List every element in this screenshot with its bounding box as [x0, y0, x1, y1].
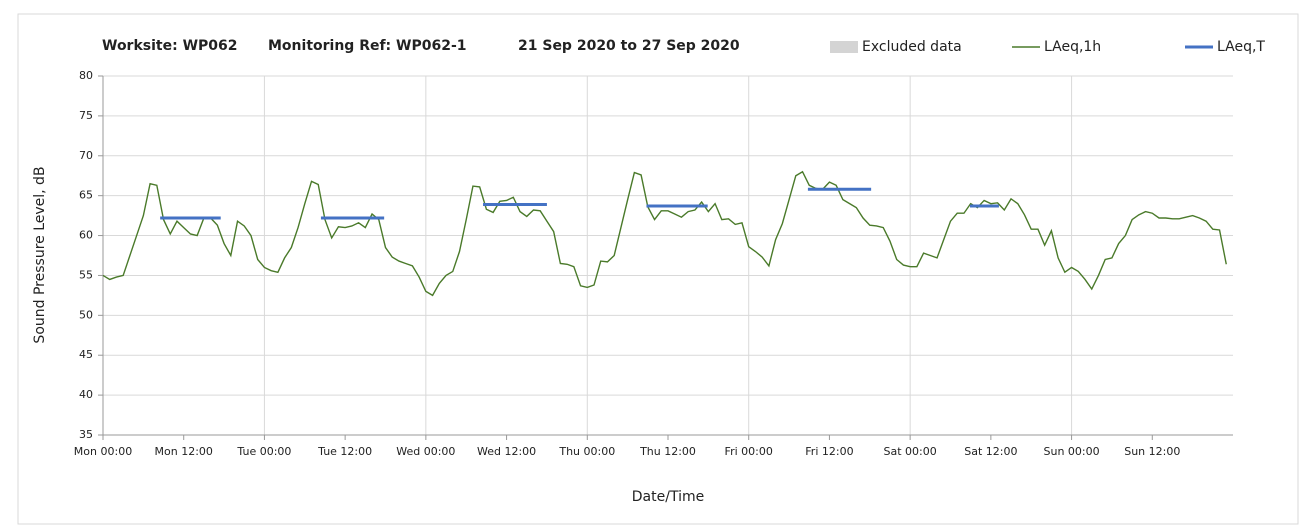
x-axis-label: Date/Time	[632, 489, 704, 505]
y-tick-label: 70	[79, 149, 93, 162]
legend-swatch	[830, 41, 858, 53]
y-tick-label: 80	[79, 69, 93, 82]
legend-label: LAeq,1h	[1044, 39, 1101, 55]
x-tick-label: Mon 12:00	[155, 445, 213, 458]
y-tick-label: 45	[79, 348, 93, 361]
x-tick-label: Wed 12:00	[477, 445, 536, 458]
x-tick-label: Fri 00:00	[725, 445, 773, 458]
x-tick-label: Sun 12:00	[1124, 445, 1180, 458]
x-tick-label: Tue 12:00	[317, 445, 372, 458]
y-tick-label: 35	[79, 428, 93, 441]
title-ref: Monitoring Ref: WP062-1	[268, 38, 467, 54]
legend-label: LAeq,T	[1217, 39, 1265, 55]
y-tick-label: 40	[79, 388, 93, 401]
x-tick-label: Sat 00:00	[884, 445, 937, 458]
chart-frame	[17, 13, 1299, 525]
x-tick-label: Sun 00:00	[1044, 445, 1100, 458]
y-tick-label: 50	[79, 308, 93, 321]
y-tick-label: 65	[79, 189, 93, 202]
title-worksite: Worksite: WP062	[102, 38, 238, 54]
x-tick-label: Tue 00:00	[236, 445, 291, 458]
data-line	[102, 170, 1227, 297]
y-tick-label: 55	[79, 268, 93, 281]
data-line	[160, 187, 999, 220]
title-dates: 21 Sep 2020 to 27 Sep 2020	[518, 38, 740, 54]
x-tick-label: Wed 00:00	[396, 445, 455, 458]
y-tick-label: 60	[79, 229, 93, 242]
x-tick-label: Sat 12:00	[964, 445, 1017, 458]
legend-label: Excluded data	[862, 39, 962, 55]
y-tick-label: 75	[79, 109, 93, 122]
x-tick-label: Thu 12:00	[639, 445, 696, 458]
x-tick-label: Fri 12:00	[805, 445, 853, 458]
x-tick-label: Mon 00:00	[74, 445, 132, 458]
y-axis-label: Sound Pressure Level, dB	[32, 166, 48, 343]
x-tick-label: Thu 00:00	[558, 445, 615, 458]
